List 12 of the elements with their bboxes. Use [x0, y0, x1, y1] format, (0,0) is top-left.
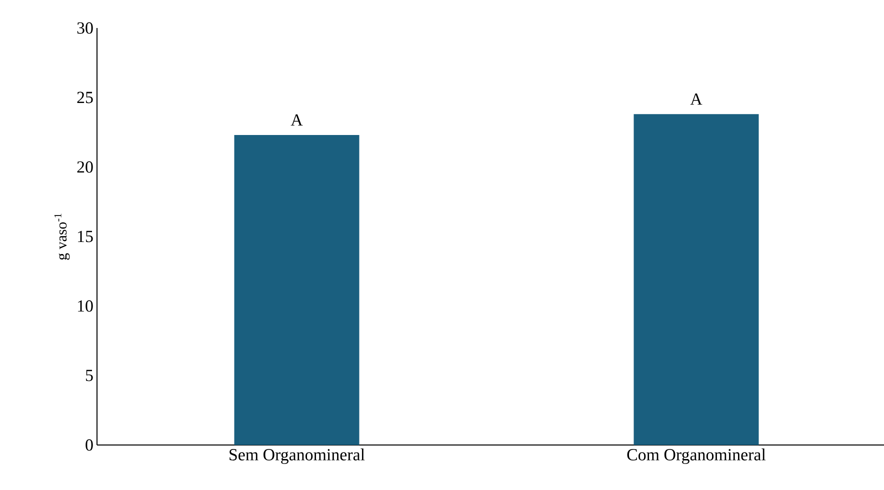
y-tick-label: 0 [86, 439, 93, 451]
y-tick-label: 5 [86, 370, 93, 382]
x-tick-label: Com Organomineral [627, 448, 766, 464]
y-tick-label: 25 [77, 92, 93, 104]
y-tick-label: 15 [78, 230, 93, 242]
y-axis-title: g vaso$^{-1}$ [54, 214, 70, 260]
y-tick-label: 10 [78, 300, 93, 312]
annotation: A [690, 93, 702, 105]
y-tick-label: 20 [77, 161, 93, 173]
annotation: A [290, 114, 303, 126]
x-tick-label: Sem Organomineral [230, 448, 365, 464]
y-tick-label: 30 [77, 22, 93, 34]
